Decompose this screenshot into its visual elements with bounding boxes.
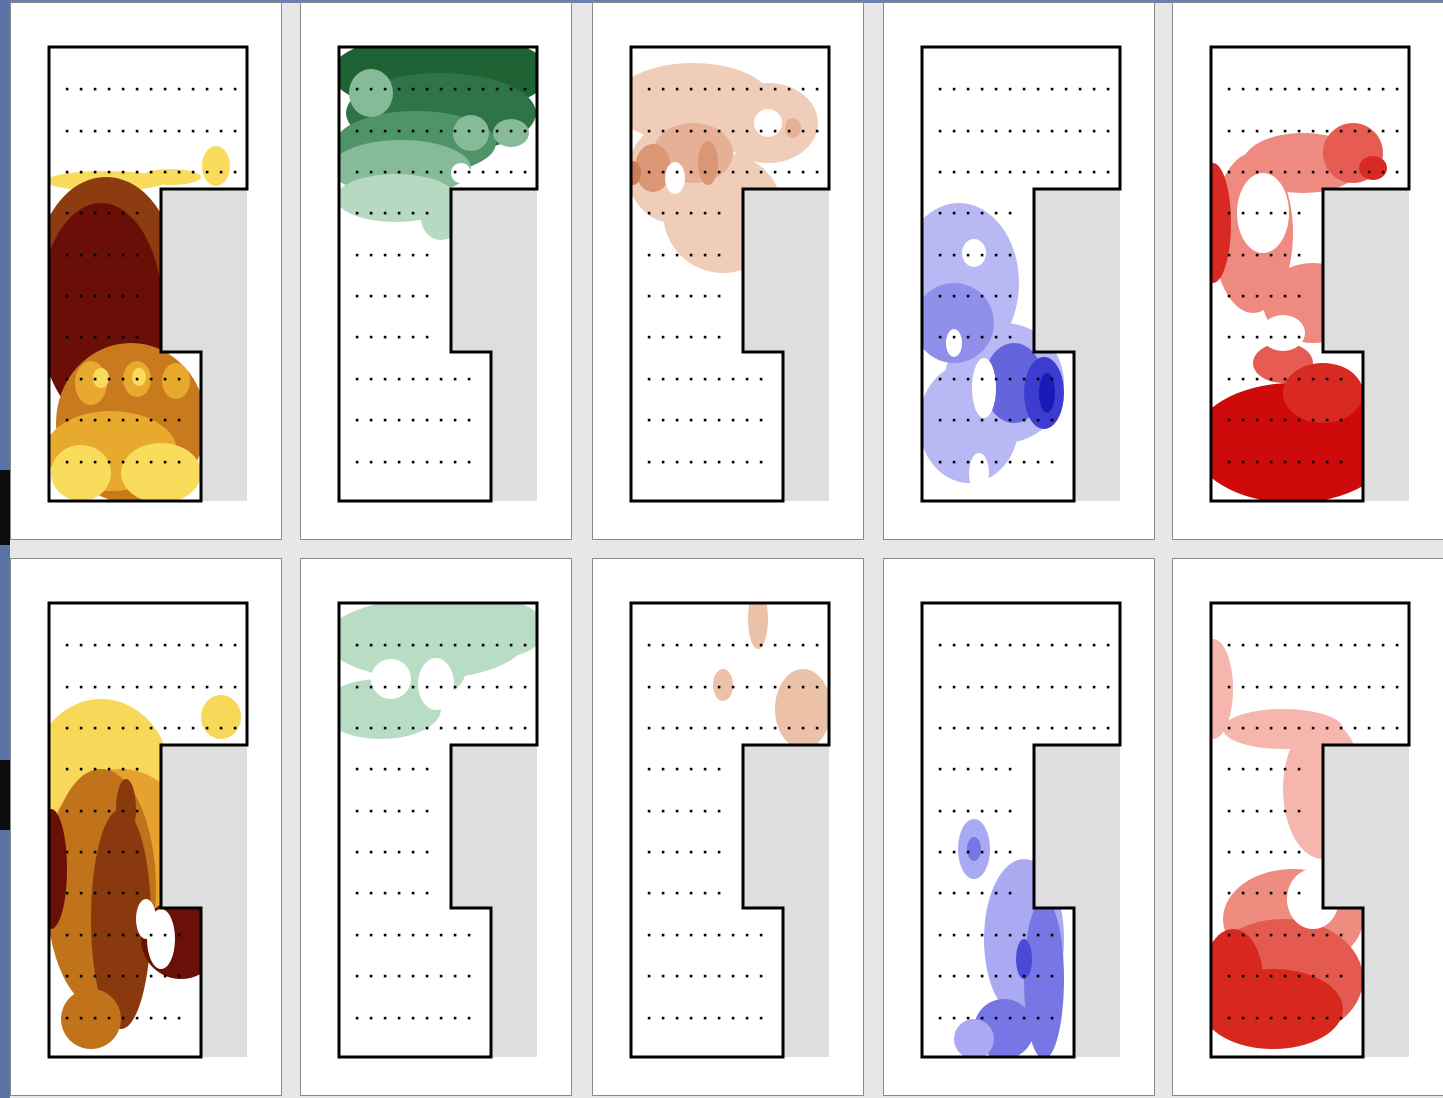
contour-region — [713, 669, 733, 701]
sample-points — [355, 87, 527, 464]
map-panel-r1-c2 — [300, 2, 572, 540]
sample-points — [65, 643, 237, 1020]
building-outline — [47, 45, 249, 503]
contour-map — [47, 601, 249, 1059]
contour-region — [1016, 939, 1032, 979]
contour-map — [337, 601, 539, 1059]
contour-region — [453, 115, 489, 151]
contour-region — [962, 239, 986, 267]
contour-region — [775, 669, 829, 749]
contour-region — [665, 162, 685, 194]
contour-region — [201, 695, 241, 739]
contour-region — [635, 144, 671, 192]
building-outline — [1209, 45, 1411, 503]
contour-region — [121, 443, 201, 501]
map-panel-r2-c2 — [300, 558, 572, 1096]
contour-region — [631, 161, 641, 185]
sample-points — [938, 87, 1110, 464]
building-outline — [337, 45, 539, 503]
excluded-area — [161, 745, 247, 1057]
map-panel-r1-c5 — [1172, 2, 1443, 540]
contour-region — [698, 141, 718, 185]
contour-region — [1024, 899, 1064, 1057]
contour-region — [1261, 315, 1305, 351]
contour-region — [1211, 163, 1231, 283]
contour-region — [371, 659, 411, 699]
contour-region — [748, 603, 768, 649]
building-outline — [920, 45, 1122, 503]
contour-region — [451, 163, 471, 183]
building-outline — [629, 601, 831, 1059]
sample-points — [1227, 643, 1399, 1020]
building-outline — [47, 601, 249, 1059]
excluded-area — [451, 189, 537, 501]
contour-region — [51, 445, 111, 501]
map-panel-r2-c1 — [10, 558, 282, 1096]
sample-points — [1227, 87, 1399, 464]
contour-map — [1209, 45, 1411, 503]
sample-points — [647, 87, 819, 464]
contour-region — [1359, 156, 1387, 180]
map-interior — [922, 603, 1120, 1057]
contour-region — [922, 283, 994, 363]
building-outline — [920, 601, 1122, 1059]
contour-region — [141, 169, 201, 185]
map-panel-r1-c1 — [10, 2, 282, 540]
contour-region — [91, 809, 151, 1029]
contour-region — [785, 118, 801, 138]
contour-region — [1211, 639, 1233, 739]
contour-region — [49, 809, 67, 929]
contour-region — [418, 658, 454, 710]
map-panel-r2-c5 — [1172, 558, 1443, 1096]
sample-points — [65, 87, 237, 464]
map-panel-r1-c4 — [883, 2, 1155, 540]
contour-map — [47, 45, 249, 503]
contour-region — [493, 119, 529, 147]
sample-points — [355, 643, 527, 1020]
contour-map — [629, 601, 831, 1059]
excluded-area — [1323, 745, 1409, 1057]
contour-region — [132, 368, 146, 386]
building-outline — [629, 45, 831, 503]
contour-region — [754, 109, 782, 137]
contour-region — [954, 1019, 994, 1057]
contour-region — [116, 779, 136, 839]
contour-map — [920, 601, 1122, 1059]
map-panel-r2-c4 — [883, 558, 1155, 1096]
window-top-edge — [0, 0, 1443, 3]
excluded-area — [1034, 745, 1120, 1057]
contour-region — [202, 146, 230, 186]
contour-region — [1211, 929, 1263, 1029]
excluded-area — [743, 745, 829, 1057]
contour-region — [61, 989, 121, 1049]
excluded-area — [743, 189, 829, 501]
contour-region — [1283, 363, 1363, 423]
contour-region — [967, 837, 981, 861]
map-panel-r1-c3 — [592, 2, 864, 540]
contour-region — [93, 368, 109, 388]
excluded-area — [1034, 189, 1120, 501]
contour-region — [349, 69, 393, 117]
excluded-area — [451, 745, 537, 1057]
contour-region — [946, 329, 962, 357]
contour-region — [162, 363, 190, 399]
contour-region — [436, 603, 537, 659]
contour-map — [629, 45, 831, 503]
excluded-area — [161, 189, 247, 501]
contour-map — [337, 45, 539, 503]
excluded-area — [1323, 189, 1409, 501]
contour-region — [1039, 373, 1055, 413]
contour-map — [1209, 601, 1411, 1059]
contour-region — [136, 899, 156, 939]
sample-points — [647, 643, 819, 1020]
window-left-edge — [0, 0, 10, 1098]
sample-points — [938, 643, 1110, 1020]
map-panel-r2-c3 — [592, 558, 864, 1096]
contour-region — [972, 358, 996, 418]
contour-region — [969, 453, 989, 493]
building-outline — [337, 601, 539, 1059]
contour-region — [1237, 173, 1289, 253]
contour-map — [920, 45, 1122, 503]
building-outline — [1209, 601, 1411, 1059]
